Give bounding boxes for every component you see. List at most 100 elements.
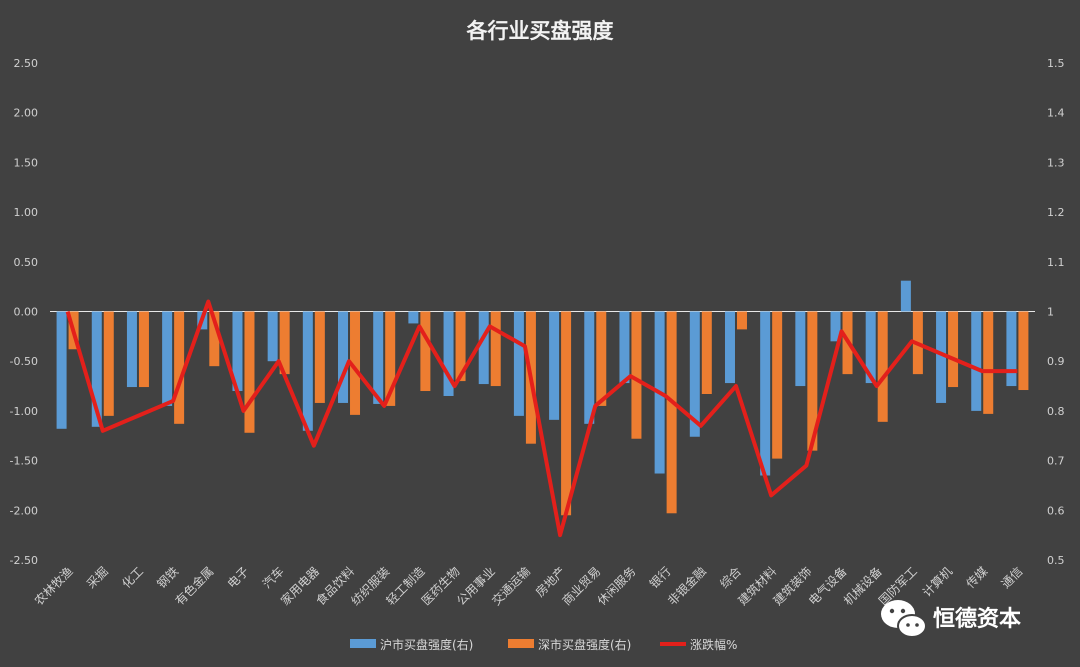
bar-sh [478,311,489,385]
right-tick-label: 1.1 [1047,256,1065,269]
right-tick-label: 1.4 [1047,107,1065,120]
bar-sz [455,311,466,382]
bar-sh [267,311,278,362]
bar-sz [244,311,255,433]
bar-sz [209,311,220,367]
legend-swatch [508,639,534,648]
bar-sz [631,311,642,439]
left-tick-label: -1.50 [10,455,38,468]
bar-sh [56,311,67,429]
bar-sh [584,311,595,424]
bar-sh [795,311,806,387]
bar-sz [103,311,114,416]
category-label: 银行 [647,564,674,591]
bar-sh [126,311,137,388]
bar-sh [232,311,243,392]
bar-sz [877,311,888,422]
category-label: 传媒 [963,564,991,592]
right-tick-label: 1.2 [1047,206,1065,219]
bar-sz [490,311,501,387]
category-label: 通信 [999,564,1026,591]
category-label: 汽车 [259,564,287,592]
bar-sh [513,311,524,416]
legend-swatch [350,639,376,648]
line-change-pct [65,299,1018,538]
left-tick-label: 1.50 [14,156,39,169]
bar-sz [350,311,361,415]
bar-sz [701,311,712,395]
left-tick-label: -0.50 [10,355,38,368]
left-tick-label: 1.00 [14,206,39,219]
bars-group [56,280,1029,516]
left-axis: 2.50 2.00 1.50 1.00 0.50 0.00 -0.50 -1.00 -1.50 -… [10,57,38,567]
bar-sh [91,311,102,427]
bar-sh [936,311,947,403]
chart-title: 各行业买盘强度 [466,19,614,43]
bar-sz [666,311,677,514]
bar-sz [138,311,149,388]
bar-sz [561,311,572,516]
bar-sh [619,311,630,384]
bar-sz [596,311,607,406]
category-label: 综合 [717,564,745,592]
right-tick-label: 0.5 [1047,554,1065,567]
right-tick-label: 0.8 [1047,405,1065,418]
category-label: 钢铁 [154,564,181,591]
right-tick-label: 0.6 [1047,504,1065,517]
bar-sz [807,311,818,451]
category-label: 非银金融 [664,564,709,609]
left-tick-label: 2.50 [14,57,39,70]
category-label: 有色金属 [172,564,217,609]
line-group [65,299,1018,538]
legend-label: 深市买盘强度(右) [538,637,631,652]
right-axis: 1.5 1.4 1.3 1.2 1.1 1 0.9 0.8 0.7 0.6 0.5 [1047,57,1065,567]
right-tick-label: 1.3 [1047,156,1065,169]
watermark: 恒德资本 [881,600,1021,638]
left-tick-label: 2.00 [14,107,39,120]
category-label: 休闲服务 [594,564,639,609]
right-tick-label: 1.5 [1047,57,1065,70]
bar-sz [420,311,431,392]
bar-sh [865,311,876,384]
bar-sh [443,311,454,396]
bar-sh [724,311,735,384]
left-tick-label: -2.00 [10,504,38,517]
right-tick-label: 0.9 [1047,355,1065,368]
legend-label: 涨跌幅% [690,637,737,652]
right-tick-label: 0.7 [1047,455,1065,468]
bar-sh [971,311,982,411]
bar-sh [302,311,313,431]
bar-sh [1006,311,1017,387]
category-label: 计算机 [919,564,955,600]
bar-sh [162,311,173,406]
legend-label: 沪市买盘强度(右) [380,637,473,652]
bar-sh [549,311,560,420]
bar-sz [314,311,325,403]
left-tick-label: 0.00 [14,306,39,319]
category-label: 化工 [119,564,146,591]
category-label: 电子 [225,564,252,591]
category-label: 采掘 [83,564,111,592]
bar-sh [760,311,771,476]
bar-sh [689,311,700,437]
bar-sh [900,280,911,312]
category-label: 交通运输 [488,564,533,609]
bar-sz [983,311,994,414]
bar-sh [830,311,841,342]
bar-sz [279,311,290,375]
bar-sz [1018,311,1029,391]
bar-sh [338,311,349,403]
bar-sz [772,311,783,459]
wechat-icon [881,600,927,638]
category-label: 农林牧渔 [32,564,76,608]
left-tick-label: -1.00 [10,405,38,418]
bar-sz [948,311,959,388]
legend: 沪市买盘强度(右) 深市买盘强度(右) 涨跌幅% [350,637,737,652]
bar-sh [373,311,384,404]
bar-sz [385,311,396,406]
bar-sh [408,311,419,324]
bar-sz [736,311,747,330]
